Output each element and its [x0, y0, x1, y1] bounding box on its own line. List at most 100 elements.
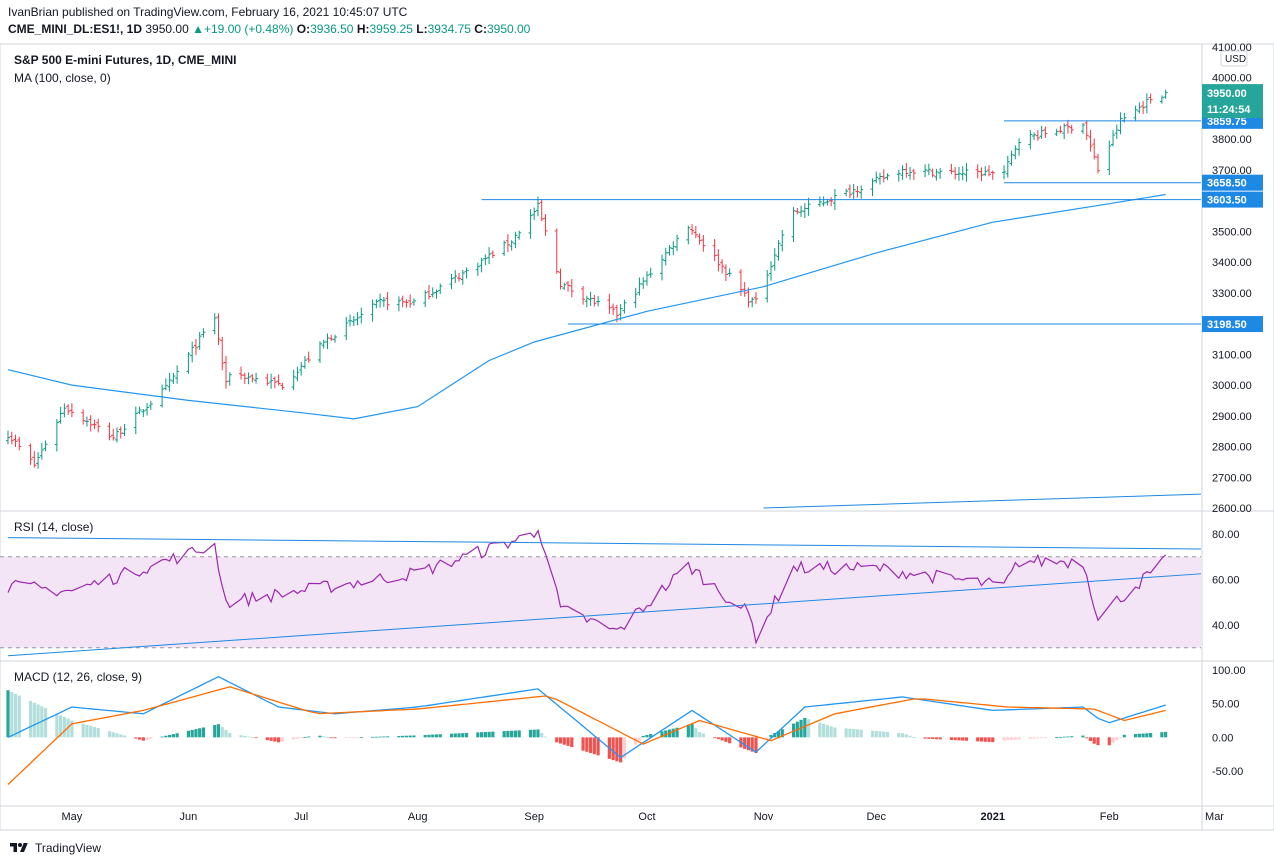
rsi-trendline[interactable]: [7, 573, 1202, 657]
macd-histogram-bar: [694, 728, 698, 738]
ohlc-bar: [772, 248, 777, 271]
macd-histogram-bar: [412, 735, 416, 738]
ohlc-bar: [404, 299, 409, 308]
macd-histogram-bar: [927, 737, 931, 739]
ohlc-bar: [396, 296, 401, 312]
ohlc-bar: [878, 172, 882, 185]
price-axis-tick: 2800.00: [1212, 442, 1252, 454]
ohlc-bar: [118, 426, 123, 439]
ohlc-bar: [490, 250, 495, 259]
macd-histogram-bar: [28, 700, 33, 738]
ohlc-bar: [780, 229, 785, 252]
ohlc-bar: [1035, 130, 1040, 141]
macd-histogram-bar: [1066, 736, 1070, 738]
ohlc-bar: [938, 168, 943, 179]
ohlc-bar: [979, 167, 984, 182]
macd-histogram-bar: [976, 737, 980, 742]
ohlc-bar: [1148, 93, 1153, 104]
macd-histogram-bar: [1164, 731, 1168, 738]
macd-histogram-bar: [720, 737, 724, 741]
macd-histogram-bar: [1036, 737, 1040, 739]
rsi-axis-tick: 40.00: [1212, 620, 1240, 632]
ohlc-bar: [1084, 120, 1089, 140]
macd-histogram-bar: [352, 737, 356, 739]
long-trendline: [763, 493, 1202, 509]
ohlc-bar: [607, 293, 612, 314]
ohlc-bar: [269, 373, 274, 389]
ohlc-bar: [964, 162, 969, 182]
price-axis-tick: 3100.00: [1212, 349, 1252, 361]
macd-pane-title: MACD (12, 26, close, 9): [14, 670, 142, 684]
ohlc-bar: [88, 415, 93, 432]
footer-brand: TradingView: [35, 841, 102, 855]
ohlc-bar: [348, 314, 353, 327]
macd-histogram-bar: [355, 737, 360, 739]
level-price-tag: [1202, 174, 1263, 191]
ohlc-bar: [39, 442, 44, 460]
ohlc-bar: [851, 183, 856, 200]
ohlc-bar: [802, 203, 807, 219]
macd-histogram-bar: [649, 734, 653, 738]
macd-histogram-bar: [1111, 737, 1115, 743]
macd-histogram-bar: [619, 737, 623, 763]
macd-histogram-bar: [1006, 737, 1010, 741]
ohlc-bar: [216, 313, 221, 346]
macd-histogram-bar: [746, 737, 751, 751]
ohlc-bar: [618, 304, 623, 321]
macd-histogram-bar: [660, 731, 664, 738]
time-axis-tick: 2021: [981, 811, 1005, 823]
macd-histogram-bar: [464, 732, 469, 738]
ohlc-bar: [592, 294, 597, 307]
macd-histogram-bar: [949, 737, 954, 740]
time-axis-tick: Dec: [866, 811, 886, 823]
macd-histogram-bar: [716, 737, 720, 740]
price-axis-tick: 3700.00: [1212, 165, 1252, 177]
macd-histogram-bar: [43, 708, 48, 738]
macd-histogram-bar: [1137, 733, 1141, 738]
macd-histogram-bar: [164, 735, 168, 738]
ohlc-bar: [62, 403, 67, 418]
macd-histogram-bar: [769, 734, 773, 738]
symbol-label[interactable]: CME_MINI_DL:ES1!, 1D: [8, 22, 143, 36]
ohlc-bar: [321, 339, 326, 349]
macd-histogram-bar: [186, 730, 191, 738]
macd-histogram-bar: [228, 732, 232, 738]
ohlc-bar: [611, 303, 616, 315]
ohlc-bar: [1032, 132, 1037, 141]
ohlc-bar: [953, 167, 958, 180]
ohlc-bar: [133, 406, 138, 435]
level-price-label: 3603.50: [1207, 195, 1247, 207]
ohlc-bar: [212, 313, 217, 335]
ma100-line: [7, 193, 1166, 420]
ohlc-bar: [291, 369, 296, 390]
level-price-label: 3859.75: [1207, 116, 1247, 128]
macd-histogram-bar: [581, 737, 585, 751]
level-price-tag: [1202, 316, 1263, 333]
ohlc-bar: [295, 366, 300, 382]
macd-histogram-bar: [882, 731, 886, 738]
ohlc-bar: [911, 168, 916, 181]
macd-histogram-bar: [675, 727, 679, 738]
macd-histogram-bar: [754, 737, 758, 754]
macd-histogram-bar: [107, 731, 112, 738]
low-value: 3934.75: [427, 22, 471, 36]
macd-histogram-bar: [59, 715, 63, 738]
ohlc-bar: [220, 336, 225, 371]
macd-histogram-bar: [1058, 736, 1063, 738]
price-axis-tick: 2700.00: [1212, 472, 1252, 484]
ohlc-strip: CME_MINI_DL:ES1!, 1D 3950.00 ▲+19.00 (+0…: [8, 22, 530, 36]
rsi-trendline[interactable]: [7, 537, 1202, 550]
ohlc-bar: [505, 234, 510, 252]
macd-histogram-bar: [859, 729, 863, 738]
footer: TradingView: [8, 841, 101, 855]
ohlc-bar: [17, 436, 22, 451]
ohlc-bar: [423, 290, 428, 308]
ohlc-bar: [9, 431, 14, 445]
tradingview-logo-icon: [10, 843, 28, 852]
ohlc-bar: [242, 372, 247, 384]
ohlc-bar: [667, 245, 672, 256]
ohlc-bar: [949, 163, 954, 175]
macd-histogram-bar: [277, 737, 281, 743]
